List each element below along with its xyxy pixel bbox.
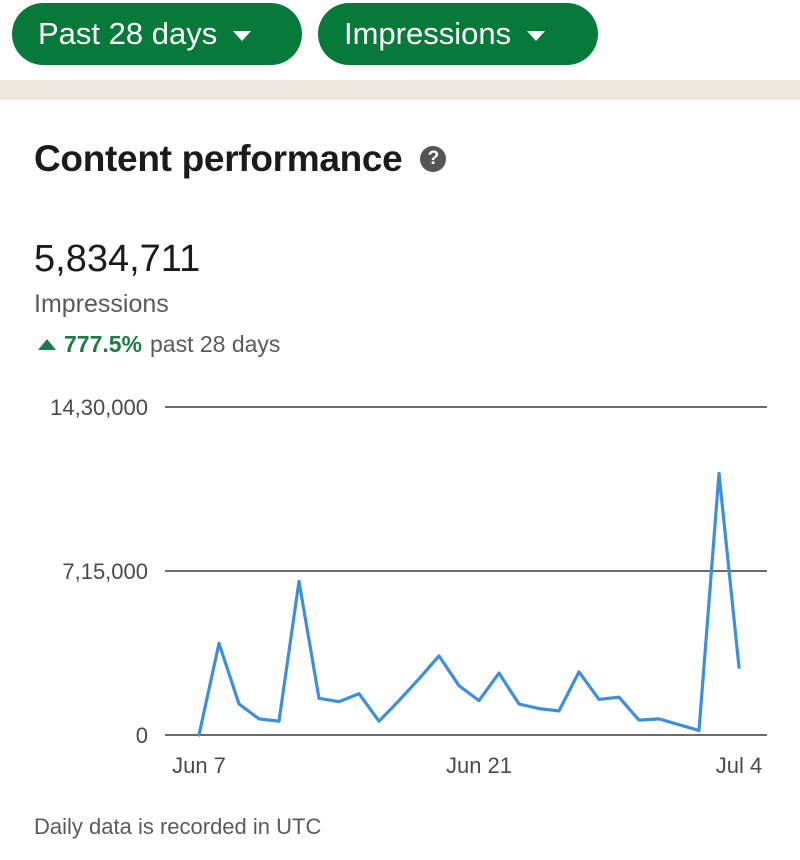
y-tick-label: 7,15,000: [62, 559, 148, 584]
change-indicator: 777.5% past 28 days: [38, 331, 280, 358]
filter-bar: Past 28 days Impressions: [0, 0, 800, 80]
x-tick-label: Jun 21: [446, 753, 512, 778]
metric-dropdown-label: Impressions: [344, 16, 512, 51]
impressions-line-chart: 14,30,000 7,15,000 0 Jun 7 Jun 21 Jul 4: [50, 395, 767, 778]
utc-footnote: Daily data is recorded in UTC: [34, 814, 322, 839]
up-arrow-icon: [38, 339, 56, 350]
change-value: 777.5%: [64, 331, 143, 357]
section-divider: [0, 80, 800, 100]
help-icon[interactable]: ?: [420, 146, 447, 172]
chevron-down-icon: [233, 30, 252, 41]
x-tick-label: Jul 4: [716, 753, 762, 778]
metric-label: Impressions: [34, 290, 169, 318]
chevron-down-icon: [527, 30, 546, 41]
section-title: Content performance: [34, 138, 403, 179]
date-range-label: Past 28 days: [38, 16, 218, 51]
x-tick-label: Jun 7: [172, 753, 226, 778]
date-range-dropdown[interactable]: Past 28 days: [12, 3, 302, 65]
section-header: Content performance ?: [34, 138, 447, 180]
total-value: 5,834,711: [34, 238, 201, 280]
metric-dropdown[interactable]: Impressions: [318, 3, 598, 65]
y-tick-label: 14,30,000: [50, 395, 148, 420]
series-line: [197, 471, 741, 737]
change-period: past 28 days: [150, 331, 281, 357]
y-tick-label: 0: [136, 723, 148, 748]
